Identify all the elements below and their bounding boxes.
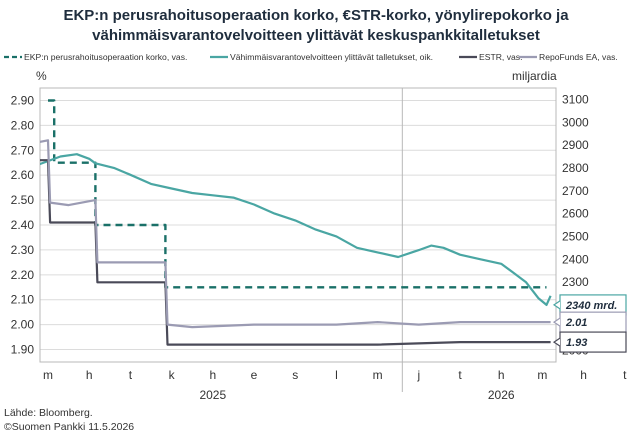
left-axis: 2.90 2.80 2.70 2.60 2.50 2.40 2.30 2.20 2.10 2.00…	[11, 93, 35, 356]
legend-label-repo: RepoFunds EA, vas.	[539, 52, 618, 62]
callout-label-deposits_last: 2340 mrd.	[565, 300, 617, 312]
x-tick-label-1: h	[86, 368, 93, 382]
right-tick-label-0: 3100	[562, 92, 589, 106]
x-year-label-0: 2025	[199, 388, 226, 402]
left-tick-label-2: 2.70	[11, 143, 35, 157]
source-text: Lähde: Bloomberg.	[4, 407, 93, 419]
right-axis-unit: miljardia	[512, 69, 557, 83]
callout-label-repo_last: 2.01	[565, 317, 587, 329]
x-tick-label-11: h	[498, 368, 505, 382]
x-tick-label-6: s	[292, 368, 298, 382]
x-tick-label-13: h	[580, 368, 587, 382]
legend-label-deposits: Vähimmäisvarantovelvoitteen ylittävät ta…	[230, 52, 433, 62]
x-tick-label-7: l	[335, 368, 338, 382]
grid	[40, 88, 556, 392]
right-tick-label-5: 2600	[562, 207, 589, 221]
series-estr-line	[40, 159, 551, 346]
right-tick-label-6: 2500	[562, 229, 589, 243]
x-tick-label-9: j	[416, 368, 420, 382]
callout-label-estr_last: 1.93	[566, 337, 587, 349]
left-tick-label-9: 2.00	[11, 318, 35, 332]
x-axis: m h t k h e s l m j t h m h t 2025 2026	[43, 368, 627, 402]
left-tick-label-0: 2.90	[11, 93, 35, 107]
left-tick-label-1: 2.80	[11, 118, 35, 132]
legend: EKP:n perusrahoitusoperaation korko, vas…	[4, 52, 618, 62]
series-mro-line	[48, 99, 547, 289]
right-tick-label-4: 2700	[562, 184, 589, 198]
chart-title-line-2: vähimmäisvarantovelvoitteen ylittävät ke…	[92, 27, 540, 44]
callout-pointer-estr_last	[552, 337, 561, 347]
right-tick-label-7: 2400	[562, 252, 589, 266]
callout-pointer-repo_last	[552, 317, 561, 327]
x-tick-label-3: k	[169, 368, 176, 382]
x-tick-label-0: m	[43, 368, 53, 382]
series-group	[40, 99, 552, 346]
right-tick-label-3: 2800	[562, 161, 589, 175]
left-tick-label-8: 2.10	[11, 293, 35, 307]
x-tick-label-2: t	[129, 368, 133, 382]
legend-label-estr: ESTR, vas.	[479, 52, 522, 62]
left-tick-label-5: 2.40	[11, 218, 35, 232]
left-tick-label-6: 2.30	[11, 243, 35, 257]
callouts: 2340 mrd. 2.01 1.93	[552, 294, 627, 353]
left-tick-label-10: 1.90	[11, 343, 35, 357]
x-year-label-1: 2026	[488, 388, 515, 402]
left-tick-label-3: 2.60	[11, 168, 35, 182]
left-axis-unit: %	[36, 69, 47, 83]
x-tick-label-8: m	[373, 368, 383, 382]
series-deposits-line	[40, 153, 552, 306]
legend-label-mro: EKP:n perusrahoitusoperaation korko, vas…	[24, 52, 187, 62]
right-tick-label-2: 2900	[562, 138, 589, 152]
callout-pointer-deposits_last	[552, 300, 561, 310]
left-tick-label-7: 2.20	[11, 268, 35, 282]
x-tick-label-4: h	[209, 368, 216, 382]
chart-title-line-1: EKP:n perusrahoitusoperaation korko, €ST…	[63, 7, 569, 24]
x-tick-label-14: t	[623, 368, 627, 382]
x-tick-label-5: e	[251, 368, 258, 382]
right-tick-label-1: 3000	[562, 115, 589, 129]
copyright-text: ©Suomen Pankki 11.5.2026	[4, 421, 134, 433]
x-tick-label-10: t	[458, 368, 462, 382]
right-tick-label-8: 2300	[562, 275, 589, 289]
left-tick-label-4: 2.50	[11, 193, 35, 207]
x-tick-label-12: m	[537, 368, 547, 382]
series-repo-line	[40, 139, 551, 329]
plot-area-frame	[39, 87, 557, 363]
